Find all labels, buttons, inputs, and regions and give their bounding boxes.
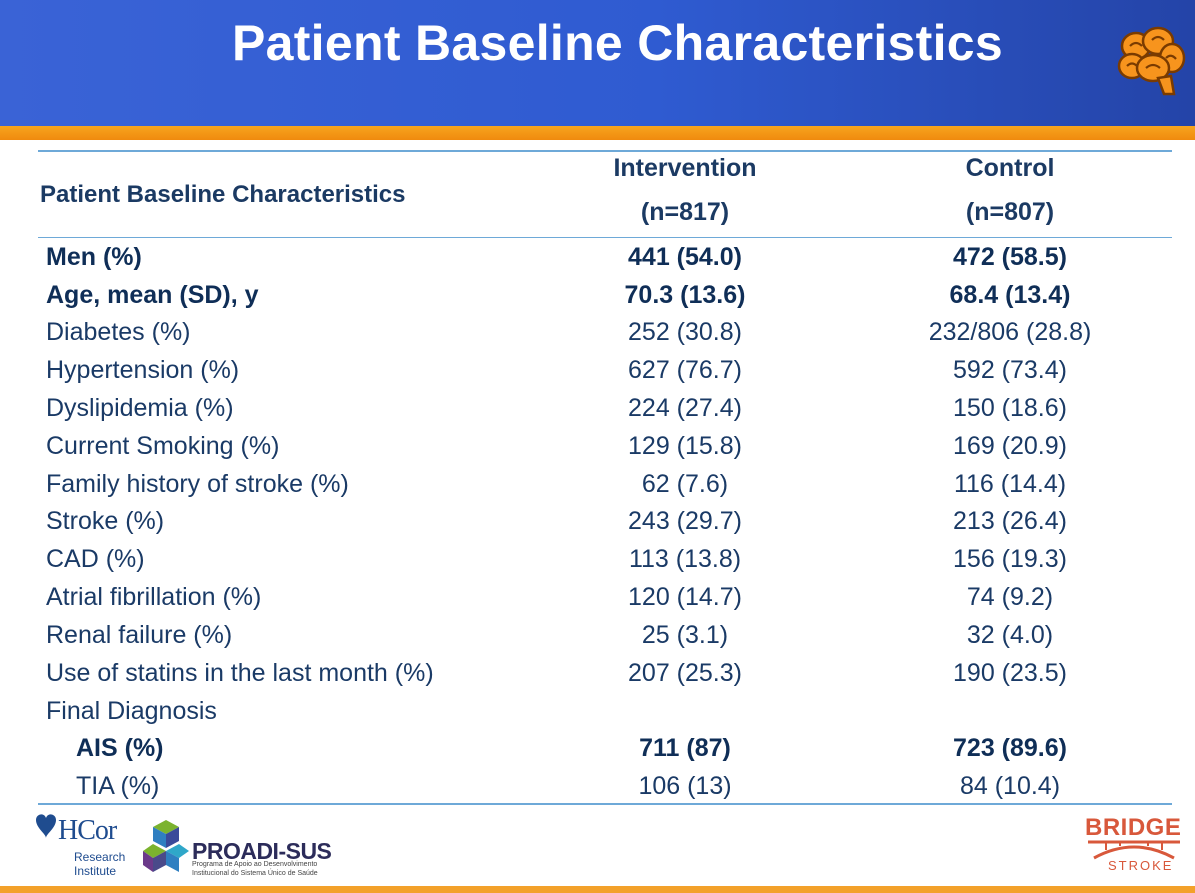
slide-title: Patient Baseline Characteristics (231, 15, 1004, 71)
row-label: Family history of stroke (%) (46, 470, 349, 498)
cell-intervention: 207 (25.3) (628, 659, 742, 687)
cell-intervention: 25 (3.1) (641, 621, 729, 649)
table-header-label: Patient Baseline Characteristics (40, 181, 406, 208)
row-label-subitem: TIA (%) (76, 772, 160, 800)
row-label: Dyslipidemia (%) (46, 394, 234, 422)
row-label: Atrial fibrillation (%) (46, 583, 262, 611)
table-top-rule (38, 150, 1172, 152)
brain-icon (1117, 26, 1186, 96)
proadi-logo-text: PROADI-SUS (192, 838, 332, 864)
cell-control: 74 (9.2) (966, 583, 1054, 611)
proadi-subtitle-line1: Programa de Apoio ao Desenvolvimento (192, 861, 318, 868)
cell-intervention: 120 (14.7) (628, 583, 742, 611)
cell-control: 156 (19.3) (953, 545, 1067, 573)
cell-control: 169 (20.9) (953, 432, 1067, 460)
slide-header (0, 0, 1195, 126)
hcor-subtitle-line2: Institute (74, 864, 117, 878)
row-label: Stroke (%) (46, 507, 165, 535)
cell-intervention: 70.3 (13.6) (624, 281, 746, 309)
row-label-subitem: AIS (%) (76, 734, 164, 762)
row-label: Diabetes (%) (46, 318, 191, 346)
header-accent-bar (0, 126, 1195, 140)
cell-intervention: 243 (29.7) (628, 507, 742, 535)
cell-intervention: 252 (30.8) (628, 318, 742, 346)
cell-control: 723 (89.6) (953, 734, 1067, 762)
cell-control: 592 (73.4) (953, 356, 1067, 384)
hcor-logo-text: HCor (58, 815, 117, 846)
column-header-control-n: (n=807) (965, 198, 1055, 226)
cell-intervention: 627 (76.7) (628, 356, 742, 384)
cell-control: 84 (10.4) (959, 772, 1061, 800)
cell-intervention: 113 (13.8) (628, 545, 742, 573)
table-header-rule (38, 237, 1172, 238)
column-header-intervention-n: (n=817) (640, 198, 730, 226)
proadi-cube-icon (143, 820, 189, 872)
cell-control: 213 (26.4) (953, 507, 1067, 535)
cell-control: 150 (18.6) (953, 394, 1067, 422)
table-bottom-rule (38, 803, 1172, 805)
row-label: Men (%) (46, 243, 142, 271)
row-label: CAD (%) (46, 545, 145, 573)
cell-control: 32 (4.0) (966, 621, 1054, 649)
cell-intervention: 441 (54.0) (628, 243, 742, 271)
hcor-heart-icon (36, 814, 56, 838)
cell-control: 68.4 (13.4) (949, 281, 1071, 309)
cell-intervention: 711 (87) (639, 734, 731, 762)
cell-intervention: 62 (7.6) (641, 470, 729, 498)
cell-control: 116 (14.4) (953, 470, 1067, 498)
cell-control: 232/806 (28.8) (928, 318, 1092, 346)
column-header-intervention: Intervention (613, 154, 757, 182)
cell-intervention: 224 (27.4) (628, 394, 742, 422)
row-label: Renal failure (%) (46, 621, 233, 649)
row-label: Current Smoking (%) (46, 432, 280, 460)
row-label-section: Final Diagnosis (46, 697, 217, 725)
cell-intervention: 129 (15.8) (628, 432, 742, 460)
row-label: Age, mean (SD), y (46, 281, 259, 309)
bridge-arch-icon (1088, 840, 1180, 860)
footer-accent-bar (0, 886, 1195, 893)
cell-control: 472 (58.5) (953, 243, 1067, 271)
row-label: Use of statins in the last month (%) (46, 659, 434, 687)
proadi-subtitle-line2: Institucional do Sistema Único de Saúde (192, 870, 318, 877)
hcor-subtitle-line1: Research (74, 850, 126, 864)
cell-intervention: 106 (13) (638, 772, 732, 800)
stroke-logo-text: STROKE (1108, 858, 1174, 873)
bridge-logo-text: BRIDGE (1085, 814, 1182, 841)
cell-control: 190 (23.5) (953, 659, 1067, 687)
row-label: Hypertension (%) (46, 356, 240, 384)
column-header-control: Control (965, 154, 1055, 182)
